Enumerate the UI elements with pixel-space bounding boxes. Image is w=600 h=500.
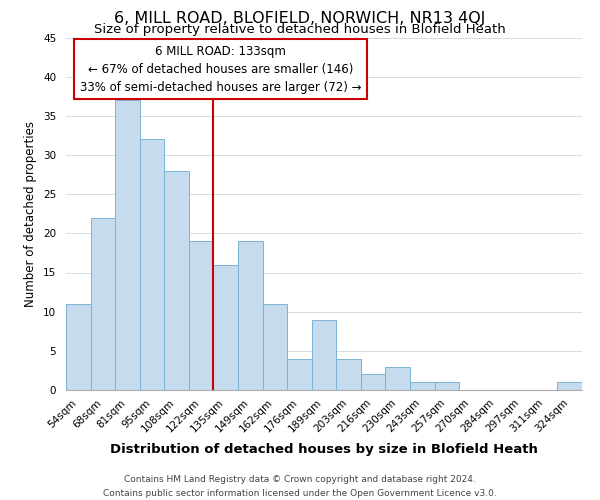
Bar <box>312 320 336 390</box>
Bar <box>385 366 410 390</box>
Text: Contains HM Land Registry data © Crown copyright and database right 2024.
Contai: Contains HM Land Registry data © Crown c… <box>103 476 497 498</box>
Bar <box>557 382 582 390</box>
Text: Size of property relative to detached houses in Blofield Heath: Size of property relative to detached ho… <box>94 22 506 36</box>
Bar <box>189 241 214 390</box>
Bar <box>263 304 287 390</box>
Text: 6 MILL ROAD: 133sqm
← 67% of detached houses are smaller (146)
33% of semi-detac: 6 MILL ROAD: 133sqm ← 67% of detached ho… <box>80 44 362 94</box>
Bar <box>164 170 189 390</box>
Bar <box>66 304 91 390</box>
Bar <box>434 382 459 390</box>
Bar <box>91 218 115 390</box>
Bar <box>140 140 164 390</box>
Bar <box>214 264 238 390</box>
Bar <box>115 100 140 390</box>
X-axis label: Distribution of detached houses by size in Blofield Heath: Distribution of detached houses by size … <box>110 443 538 456</box>
Text: 6, MILL ROAD, BLOFIELD, NORWICH, NR13 4QJ: 6, MILL ROAD, BLOFIELD, NORWICH, NR13 4Q… <box>115 11 485 26</box>
Bar <box>287 358 312 390</box>
Bar <box>238 241 263 390</box>
Bar <box>410 382 434 390</box>
Bar <box>336 358 361 390</box>
Y-axis label: Number of detached properties: Number of detached properties <box>25 120 37 306</box>
Bar <box>361 374 385 390</box>
